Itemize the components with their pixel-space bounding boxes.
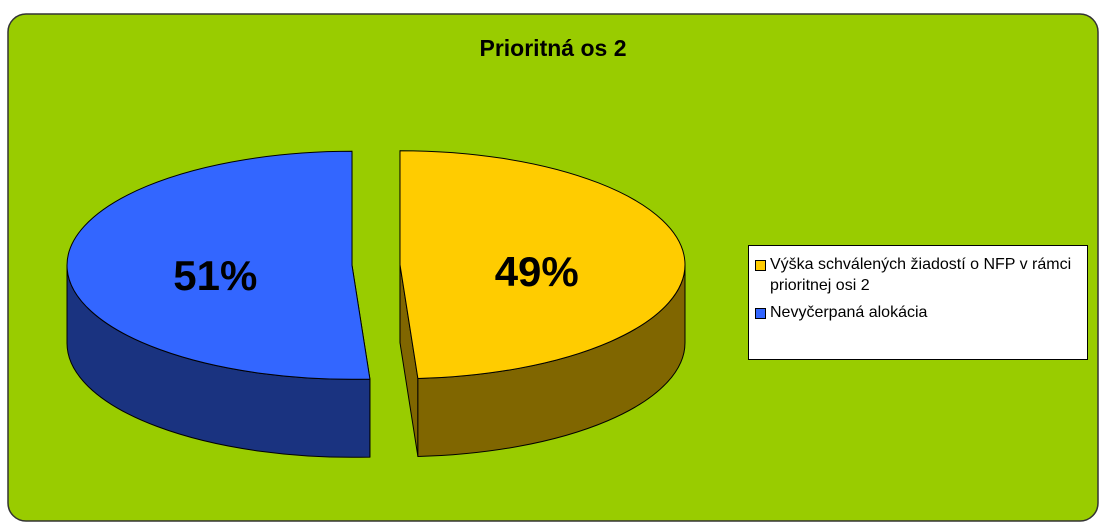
data-label: 49% <box>495 248 579 295</box>
slice <box>66 150 371 380</box>
legend-swatch <box>755 260 766 271</box>
legend-entry: Výška schválených žiadostí o NFP v rámci… <box>755 254 1081 296</box>
legend-swatch <box>755 308 766 319</box>
data-label: 51% <box>173 252 257 299</box>
legend: Výška schválených žiadostí o NFP v rámci… <box>748 245 1088 360</box>
legend-label: Výška schválených žiadostí o NFP v rámci… <box>770 256 1072 294</box>
slice <box>399 150 686 379</box>
legend-entry: Nevyčerpaná alokácia <box>755 302 1081 323</box>
legend-label: Nevyčerpaná alokácia <box>770 304 928 321</box>
chart-title: Prioritná os 2 <box>480 35 627 61</box>
